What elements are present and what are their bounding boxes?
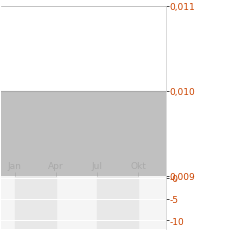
Bar (97, 176, 138, 229)
Bar (15, 176, 56, 229)
